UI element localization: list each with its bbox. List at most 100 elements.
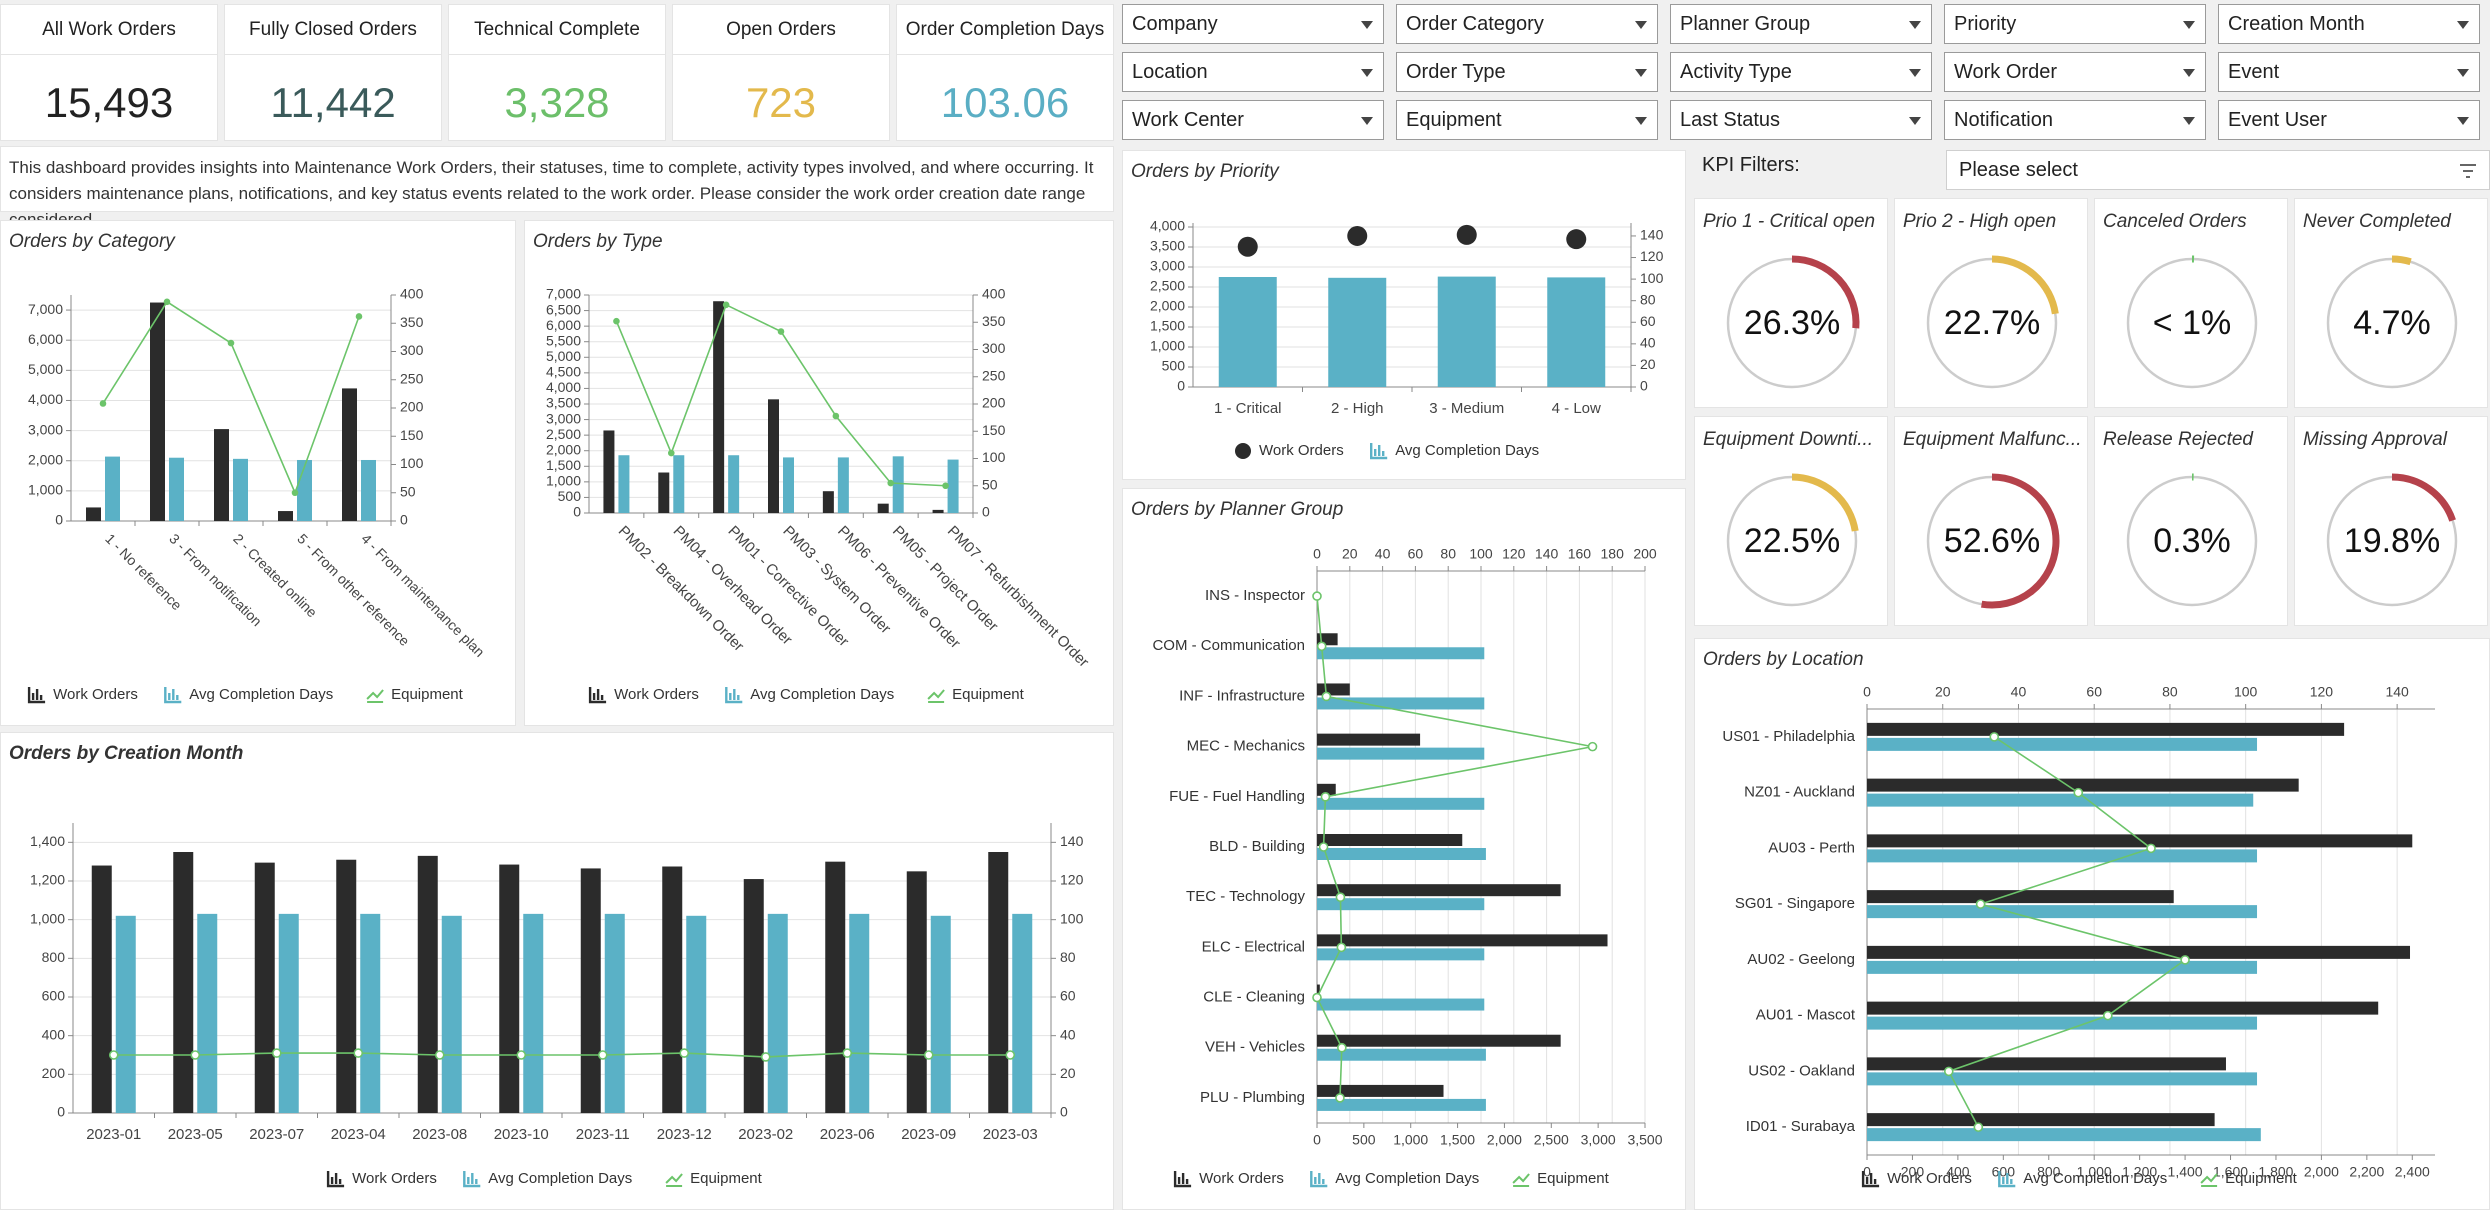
kpi-filters-select[interactable]: Please select [1946, 150, 2490, 190]
legend-item-bar-teal[interactable]: Avg Completion Days [1370, 442, 1539, 460]
point-equipment[interactable] [1336, 942, 1347, 953]
bar-work-orders[interactable] [1867, 945, 2411, 959]
legend-item-bar-dark[interactable]: Work Orders [1861, 1170, 1972, 1188]
bar-avg-days[interactable] [618, 455, 630, 513]
point-equipment[interactable] [722, 301, 730, 309]
legend-item-line[interactable]: Equipment [927, 686, 1025, 703]
bar-work-orders[interactable] [658, 472, 670, 513]
gauge-card[interactable]: Prio 2 - High open 22.7% [1894, 198, 2088, 408]
point-equipment[interactable] [832, 412, 840, 420]
kpi-card-technical-complete[interactable]: Technical Complete 3,328 [448, 4, 666, 141]
bar-avg-days[interactable] [1867, 905, 2258, 919]
point-equipment[interactable] [1335, 1093, 1345, 1103]
point-equipment[interactable] [2073, 787, 2084, 798]
gauge-card[interactable]: Prio 1 - Critical open 26.3% [1694, 198, 1888, 408]
bar-work-orders[interactable] [825, 861, 846, 1113]
legend-item-bar-dark[interactable]: Work Orders [326, 1170, 437, 1188]
filter-order-category[interactable]: Order Category [1396, 4, 1658, 44]
bar-work-orders[interactable] [173, 852, 194, 1113]
point-equipment[interactable] [842, 1048, 853, 1058]
bar-avg-days[interactable] [673, 455, 685, 513]
bar-avg-days[interactable] [1867, 737, 2258, 751]
bar-avg-days[interactable] [1547, 277, 1606, 387]
bar-avg-days[interactable] [849, 913, 870, 1113]
bar-avg-days[interactable] [783, 457, 794, 513]
bar-avg-days[interactable] [1317, 647, 1485, 660]
bar-work-orders[interactable] [1317, 683, 1350, 696]
point-equipment[interactable] [1975, 899, 1986, 909]
bar-avg-days[interactable] [1317, 1098, 1486, 1111]
bar-avg-days[interactable] [1317, 998, 1485, 1011]
bar-avg-days[interactable] [105, 456, 120, 521]
point-equipment[interactable] [923, 1050, 934, 1060]
filter-work-center[interactable]: Work Center [1122, 100, 1384, 140]
filter-event-user[interactable]: Event User [2218, 100, 2480, 140]
gauge-card[interactable]: Equipment Malfunc... 52.6% [1894, 416, 2088, 626]
bar-avg-days[interactable] [1317, 898, 1485, 911]
bar-work-orders[interactable] [91, 865, 112, 1113]
bar-work-orders[interactable] [1867, 722, 2345, 736]
gauge-card[interactable]: Release Rejected 0.3% [2094, 416, 2288, 626]
bar-avg-days[interactable] [1867, 1072, 2258, 1086]
bar-avg-days[interactable] [115, 915, 136, 1113]
point-equipment[interactable] [271, 1048, 282, 1058]
filter-equipment[interactable]: Equipment [1396, 100, 1658, 140]
point-equipment[interactable] [2103, 1010, 2113, 1021]
bar-avg-days[interactable] [892, 456, 904, 513]
bar-avg-days[interactable] [1328, 277, 1387, 387]
bar-work-orders[interactable] [1867, 778, 2299, 792]
legend-item-bar-teal[interactable]: Avg Completion Days [164, 686, 333, 704]
dot-work-orders[interactable] [1566, 229, 1587, 250]
bar-work-orders[interactable] [1317, 783, 1336, 796]
filter-priority[interactable]: Priority [1944, 4, 2206, 44]
bar-avg-days[interactable] [1012, 913, 1033, 1113]
bar-avg-days[interactable] [1867, 1016, 2258, 1030]
point-equipment[interactable] [355, 313, 363, 320]
bar-avg-days[interactable] [1317, 1048, 1486, 1061]
bar-avg-days[interactable] [169, 457, 184, 521]
dot-work-orders[interactable] [1237, 236, 1258, 257]
bar-avg-days[interactable] [523, 913, 544, 1113]
kpi-card-open-orders[interactable]: Open Orders 723 [672, 4, 890, 141]
bar-work-orders[interactable] [743, 879, 764, 1113]
point-equipment[interactable] [2146, 843, 2156, 854]
bar-avg-days[interactable] [1867, 849, 2258, 863]
point-equipment[interactable] [760, 1052, 771, 1062]
bar-work-orders[interactable] [417, 855, 438, 1113]
point-equipment[interactable] [291, 489, 299, 497]
bar-work-orders[interactable] [86, 507, 101, 521]
dot-work-orders[interactable] [1456, 224, 1477, 245]
bar-avg-days[interactable] [1317, 797, 1485, 810]
bar-work-orders[interactable] [877, 503, 889, 513]
bar-avg-days[interactable] [233, 458, 248, 521]
bar-work-orders[interactable] [1317, 1084, 1444, 1097]
point-equipment[interactable] [777, 328, 785, 335]
bar-work-orders[interactable] [662, 866, 683, 1114]
bar-avg-days[interactable] [1317, 747, 1485, 760]
filter-order-type[interactable]: Order Type [1396, 52, 1658, 92]
point-equipment[interactable] [1316, 641, 1327, 652]
bar-avg-days[interactable] [1867, 1128, 2261, 1142]
legend-item-line[interactable]: Equipment [366, 686, 464, 703]
gauge-card[interactable]: Canceled Orders < 1% [2094, 198, 2288, 408]
bar-avg-days[interactable] [1317, 848, 1486, 860]
bar-work-orders[interactable] [1867, 1001, 2379, 1015]
bar-avg-days[interactable] [728, 455, 740, 513]
bar-work-orders[interactable] [1317, 884, 1561, 897]
point-equipment[interactable] [1318, 842, 1329, 852]
bar-work-orders[interactable] [342, 388, 357, 521]
point-equipment[interactable] [1989, 732, 2000, 742]
point-equipment[interactable] [1320, 792, 1331, 802]
bar-work-orders[interactable] [768, 399, 779, 513]
bar-avg-days[interactable] [767, 913, 788, 1113]
bar-work-orders[interactable] [1867, 890, 2174, 904]
point-equipment[interactable] [1973, 1122, 1984, 1132]
bar-work-orders[interactable] [336, 859, 357, 1113]
legend-item-line[interactable]: Equipment [2200, 1170, 2298, 1187]
bar-avg-days[interactable] [278, 913, 299, 1113]
legend-item-bar-dark[interactable]: Work Orders [1173, 1170, 1284, 1188]
point-equipment[interactable] [887, 479, 895, 487]
gauge-card[interactable]: Equipment Downti... 22.5% [1694, 416, 1888, 626]
bar-avg-days[interactable] [360, 913, 381, 1113]
point-equipment[interactable] [353, 1048, 364, 1058]
